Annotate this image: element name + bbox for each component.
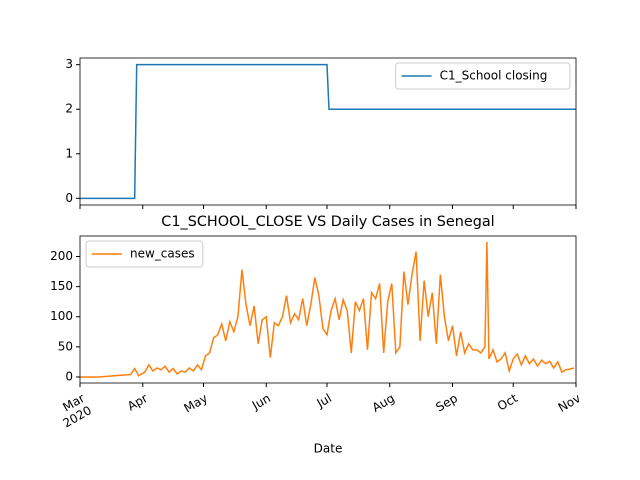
y-tick-label: 150 — [50, 279, 73, 293]
y-tick-label: 2 — [65, 102, 73, 116]
axes-frame — [79, 57, 577, 206]
x-axis-label: Date — [314, 442, 343, 456]
legend-label: new_cases — [130, 247, 195, 261]
legend-box — [85, 240, 204, 268]
y-tick-label: 1 — [65, 146, 73, 160]
y-tick-label: 0 — [65, 369, 73, 383]
chart-title: C1_SCHOOL_CLOSE VS Daily Cases in Senega… — [161, 214, 494, 230]
series-line — [80, 63, 576, 200]
y-tick-label: 200 — [50, 249, 73, 263]
series-line — [80, 242, 575, 378]
legend-label: C1_School closing — [440, 69, 548, 83]
y-tick-label: 50 — [58, 339, 73, 353]
axes-frame — [79, 235, 577, 384]
y-tick-label: 100 — [50, 309, 73, 323]
y-tick-label: 3 — [65, 57, 73, 71]
y-tick-label: 0 — [65, 191, 73, 205]
legend-box — [395, 62, 571, 90]
